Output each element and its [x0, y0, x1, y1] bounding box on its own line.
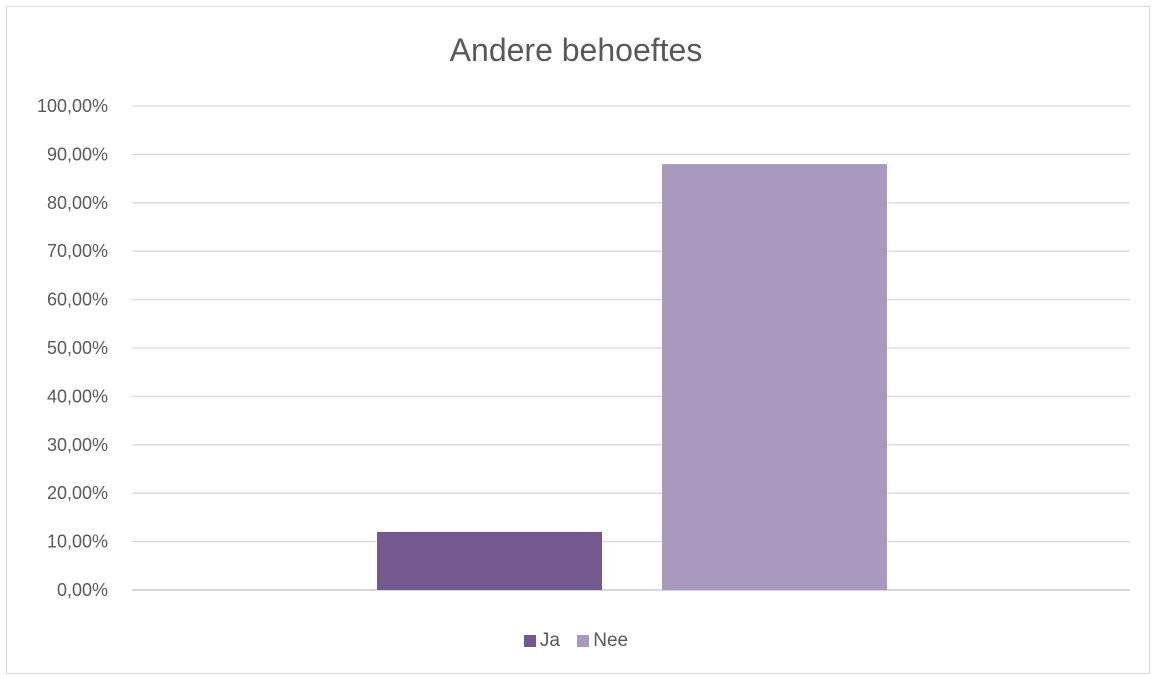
- y-tick-label: 60,00%: [47, 290, 108, 310]
- legend-swatch-nee: [577, 635, 590, 647]
- legend-label-ja: Ja: [539, 630, 560, 651]
- y-tick-label: 90,00%: [47, 144, 108, 164]
- y-tick-label: 80,00%: [47, 193, 108, 213]
- y-tick-label: 30,00%: [47, 435, 108, 455]
- y-tick-label: 50,00%: [47, 338, 108, 358]
- y-tick-label: 10,00%: [47, 532, 108, 552]
- legend-label-nee: Nee: [593, 630, 629, 651]
- legend-item-nee: Nee: [577, 630, 628, 652]
- y-tick-label: 20,00%: [47, 483, 108, 503]
- legend: Ja Nee: [0, 630, 1152, 653]
- y-tick-label: 40,00%: [47, 386, 108, 406]
- y-tick-label: 70,00%: [47, 241, 108, 261]
- y-tick-label: 0,00%: [57, 580, 108, 600]
- chart-title: Andere behoeftes: [449, 32, 703, 68]
- bar-ja: [377, 531, 602, 590]
- legend-item-ja: Ja: [523, 630, 560, 652]
- bar-nee: [662, 164, 887, 590]
- y-tick-label: 100,00%: [37, 96, 108, 116]
- legend-swatch-ja: [523, 635, 536, 647]
